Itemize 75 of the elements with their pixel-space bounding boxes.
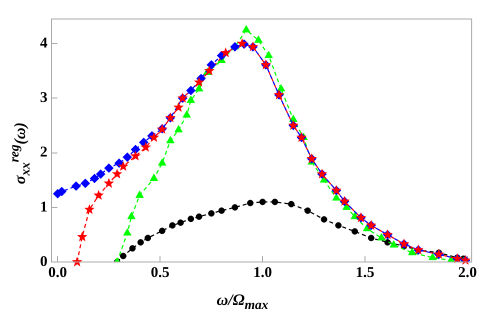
point <box>218 207 225 214</box>
point <box>93 190 104 200</box>
point <box>428 252 437 260</box>
point <box>182 110 191 118</box>
point <box>196 213 202 220</box>
point <box>390 240 398 248</box>
point <box>104 163 114 173</box>
point <box>247 200 254 206</box>
point <box>194 84 204 92</box>
point <box>80 178 90 188</box>
point <box>186 86 196 96</box>
x-axis-title: ω/Ω$_{max}$ <box>216 292 270 314</box>
point <box>84 204 95 214</box>
point <box>288 200 295 208</box>
point <box>135 190 144 198</box>
point <box>127 212 136 220</box>
point <box>242 25 250 32</box>
point <box>230 42 240 52</box>
point <box>320 216 328 223</box>
point <box>188 216 194 222</box>
point <box>120 252 126 260</box>
point <box>186 96 195 103</box>
point <box>140 142 151 152</box>
y-tick-label: 4 <box>40 35 48 52</box>
point <box>177 219 184 226</box>
point <box>335 222 342 229</box>
point <box>208 210 215 217</box>
y-tick-label: 3 <box>40 90 48 106</box>
point <box>204 65 215 76</box>
point <box>206 60 216 70</box>
point <box>112 168 122 179</box>
point <box>220 47 231 58</box>
point <box>77 231 88 242</box>
point <box>236 38 248 48</box>
point <box>368 234 374 242</box>
point <box>304 207 311 214</box>
point <box>194 76 204 87</box>
point <box>96 169 106 179</box>
point <box>460 254 471 265</box>
point <box>352 228 358 235</box>
point <box>259 198 266 206</box>
point <box>122 152 132 162</box>
point <box>123 228 132 236</box>
point <box>169 222 176 229</box>
point <box>129 245 136 252</box>
point <box>158 228 166 234</box>
x-tick-label: 1.0 <box>253 264 272 281</box>
point <box>130 150 141 161</box>
x-tick-label: 2.0 <box>458 264 477 281</box>
y-tick-label: 2 <box>40 144 48 161</box>
point <box>148 132 160 142</box>
point <box>158 158 166 166</box>
point <box>150 174 158 181</box>
point <box>166 136 175 144</box>
point <box>272 198 278 206</box>
point <box>118 160 128 171</box>
y-tick-label: 1 <box>40 199 48 216</box>
point <box>276 84 286 92</box>
point <box>144 234 152 242</box>
point <box>377 233 386 240</box>
point <box>104 178 114 188</box>
point <box>174 125 183 132</box>
point <box>254 36 263 43</box>
point <box>232 204 238 211</box>
x-tick-label: 1.5 <box>356 264 374 281</box>
point <box>71 181 81 191</box>
point <box>408 248 416 256</box>
point <box>332 193 340 201</box>
y-tick-label: 0 <box>40 254 48 270</box>
x-tick-label: 0.0 <box>48 264 68 281</box>
point <box>137 239 144 246</box>
point <box>173 102 184 112</box>
x-tick-label: 0.5 <box>150 264 170 281</box>
point <box>264 50 273 58</box>
point <box>90 174 100 184</box>
